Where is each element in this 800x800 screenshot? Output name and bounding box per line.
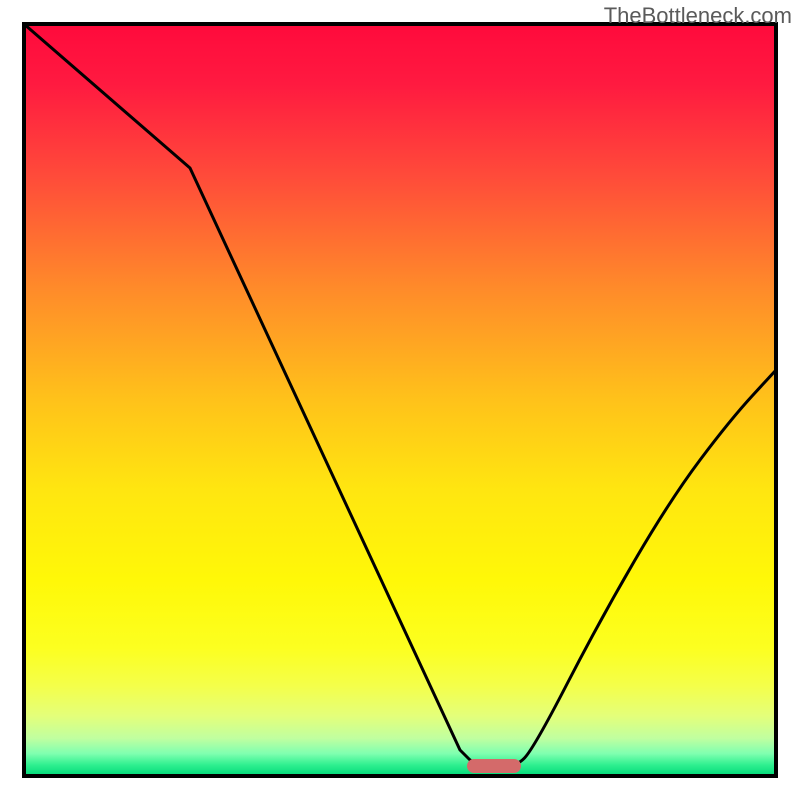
- chart-container: TheBottleneck.com: [0, 0, 800, 800]
- bottleneck-chart-svg: [0, 0, 800, 800]
- watermark-text: TheBottleneck.com: [604, 3, 792, 29]
- plot-background: [24, 24, 776, 776]
- optimal-range-marker: [467, 759, 521, 773]
